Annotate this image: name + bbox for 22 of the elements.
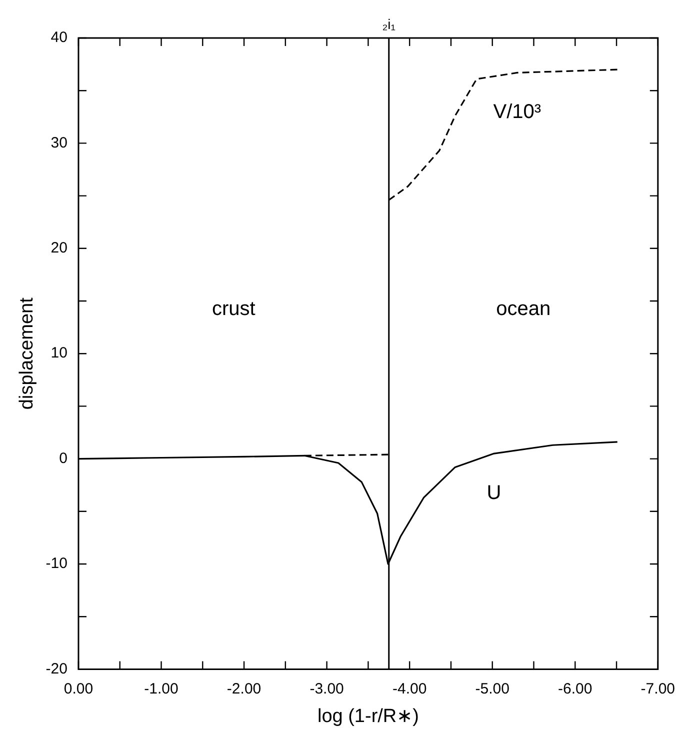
y-tick-label: 10 [50,344,68,362]
series-label: V/10³ [493,101,542,124]
annotation: ocean [496,298,551,320]
y-tick-label: -10 [46,555,68,572]
annotation: crust [212,298,256,320]
x-tick-label: -3.00 [310,680,344,698]
y-tick-label: -20 [46,660,68,678]
y-tick-label: 0 [59,450,68,467]
y-axis-title: displacement [16,296,38,410]
x-tick-label: -7.00 [640,680,676,698]
y-tick-label: 30 [50,134,68,152]
y-tick-label: 40 [50,29,68,46]
x-tick-label: 0.00 [64,680,94,698]
x-tick-label: -4.00 [392,680,427,698]
x-tick-label: -1.00 [144,680,178,698]
x-tick-label: -5.00 [475,680,510,698]
y-tick-label: 20 [50,240,68,257]
ref-line-label: ₂i₁ [382,16,396,32]
x-tick-label: -6.00 [558,680,592,698]
series-label: U [486,482,502,504]
x-tick-label: -2.00 [226,680,262,698]
x-axis-title: log (1-r/R∗) [317,706,419,727]
